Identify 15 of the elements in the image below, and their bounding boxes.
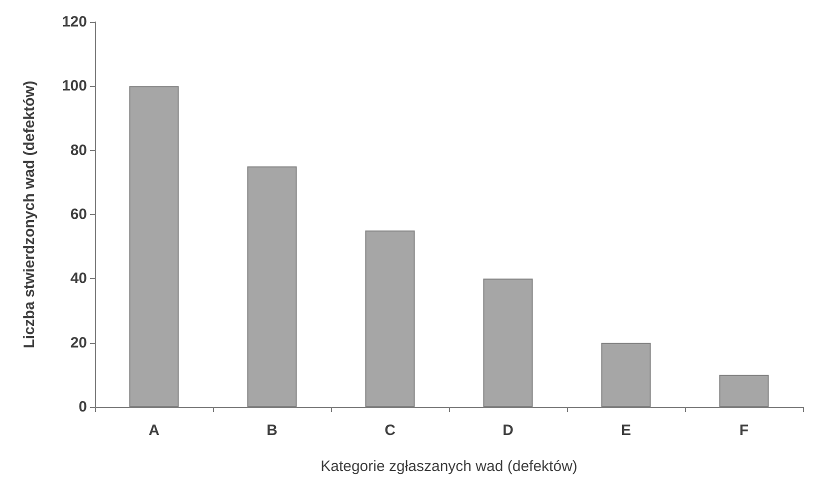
x-tick-label: A: [148, 422, 160, 439]
x-tick-label: E: [620, 422, 632, 439]
y-tick-label: 100: [62, 78, 87, 95]
x-tick-label: D: [502, 422, 514, 439]
y-tick-label: 40: [70, 270, 87, 288]
x-tick-label: C: [384, 422, 396, 439]
y-tick-label: 0: [78, 398, 87, 416]
x-tick-label: F: [739, 422, 749, 439]
x-tick-label: B: [266, 422, 278, 439]
y-tick-label: 120: [62, 14, 87, 30]
x-axis-title: Kategorie zgłaszanych wad (defektów): [320, 458, 578, 475]
y-tick-label: 80: [70, 142, 87, 159]
y-tick-label: 60: [70, 206, 87, 223]
y-axis-title: Liczba stwierdzonych wad (defektów): [21, 80, 38, 348]
y-tick-label: 20: [70, 334, 87, 352]
